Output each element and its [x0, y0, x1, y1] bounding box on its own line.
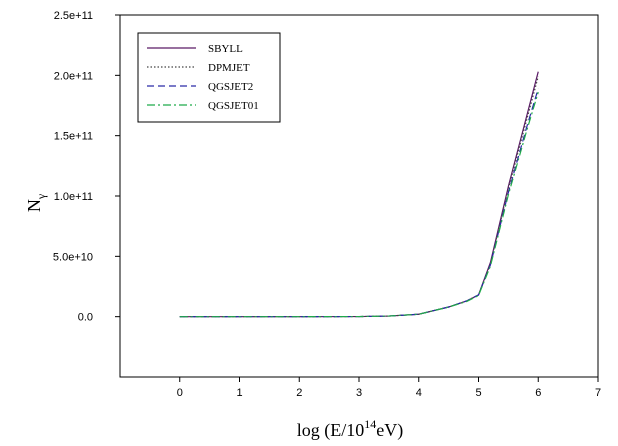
x-axis-title-prefix: log (E/10	[297, 420, 365, 441]
series-line-qgsjet2	[179, 88, 539, 318]
y-tick-label: 5.0e+10	[53, 251, 93, 263]
y-tick-label: 1.5e+11	[54, 131, 93, 143]
series-line-qgsjet01	[179, 92, 539, 318]
x-axis-title-sup: 14	[364, 417, 376, 431]
legend: SBYLL DPMJET QGSJET2 QGSJET01	[137, 32, 281, 123]
legend-label: SBYLL	[208, 43, 243, 55]
x-tick-label: 0	[177, 387, 183, 399]
x-tick-label: 4	[416, 387, 422, 399]
x-tick-label: 5	[475, 387, 481, 399]
y-tick-label: 2.0e+11	[54, 70, 93, 82]
legend-items: SBYLL DPMJET QGSJET2 QGSJET01	[147, 43, 259, 112]
x-tick-label: 1	[236, 387, 242, 399]
y-tick-label: 2.5e+11	[54, 10, 93, 22]
y-axis-title-main: N	[24, 199, 44, 212]
series-lines	[179, 71, 539, 318]
x-axis-title: log (E/1014eV)	[297, 417, 403, 441]
x-tick-label: 7	[595, 387, 601, 399]
legend-label: QGSJET2	[208, 81, 253, 93]
x-tick-label: 2	[296, 387, 302, 399]
x-tick-label: 6	[535, 387, 541, 399]
legend-label: QGSJET01	[208, 100, 259, 112]
y-tick-label: 0.0	[78, 312, 93, 324]
y-axis-title: Nγ	[24, 193, 48, 212]
y-tick-label: 1.0e+11	[54, 191, 93, 203]
x-axis-title-suffix: eV)	[376, 420, 403, 441]
x-tick-label: 3	[356, 387, 362, 399]
y-axis-ticks: 0.0 5.0e+10 1.0e+11 1.5e+11 2.0e+11 2.5e+11	[53, 10, 120, 324]
y-axis-title-sub: γ	[34, 193, 48, 200]
legend-label: DPMJET	[208, 62, 250, 74]
x-axis-ticks: 0 1 2 3 4 5 6 7	[177, 377, 601, 399]
